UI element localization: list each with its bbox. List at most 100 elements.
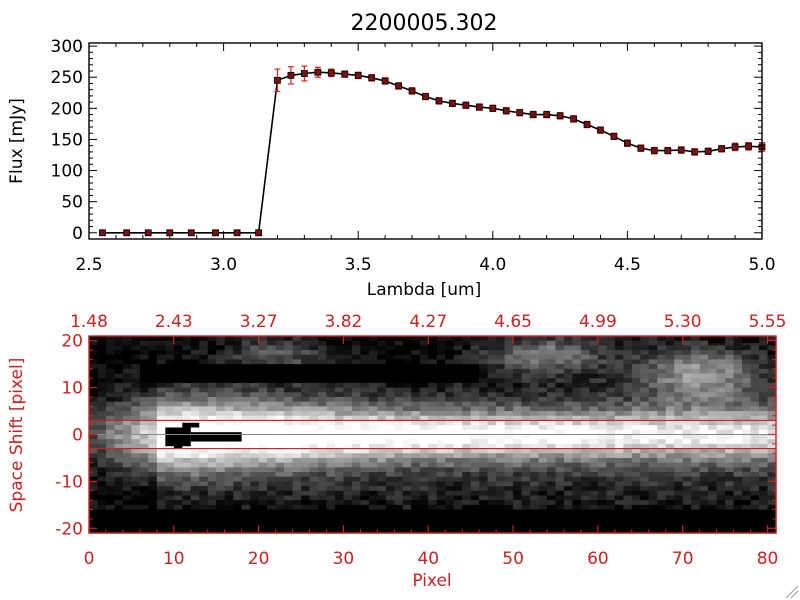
image-pixel	[334, 364, 345, 370]
image-pixel	[419, 350, 429, 356]
image-pixel	[742, 429, 752, 436]
image-pixel	[292, 350, 302, 356]
image-pixel	[547, 481, 557, 487]
image-pixel	[182, 457, 192, 464]
image-pixel	[360, 401, 370, 407]
image-pixel	[419, 481, 429, 487]
image-pixel	[122, 429, 133, 436]
image-pixel	[691, 481, 701, 487]
image-pixel	[385, 486, 395, 492]
image-pixel	[623, 392, 633, 398]
image-pixel	[589, 528, 599, 534]
image-pixel	[250, 472, 260, 478]
y-tick-label: 300	[51, 37, 83, 57]
image-pixel	[377, 434, 387, 440]
image-pixel	[547, 490, 557, 497]
image-pixel	[301, 350, 311, 356]
image-pixel	[148, 518, 158, 525]
image-pixel	[750, 476, 760, 482]
image-pixel	[173, 406, 183, 412]
image-pixel	[487, 396, 497, 403]
image-pixel	[139, 378, 149, 384]
image-pixel	[759, 500, 769, 506]
image-pixel	[725, 443, 735, 450]
image-pixel	[250, 467, 260, 473]
image-pixel	[258, 401, 268, 407]
image-pixel	[190, 518, 200, 525]
image-pixel	[97, 336, 107, 342]
image-pixel	[606, 504, 616, 511]
image-pixel	[292, 457, 302, 464]
image-pixel	[563, 392, 574, 398]
image-pixel	[631, 457, 641, 464]
image-pixel	[708, 364, 718, 370]
image-pixel	[470, 439, 480, 445]
image-pixel	[368, 387, 378, 393]
image-pixel	[759, 495, 769, 501]
image-pixel	[496, 411, 506, 417]
image-pixel	[487, 368, 497, 375]
image-pixel	[139, 481, 149, 487]
image-pixel	[385, 354, 395, 361]
image-pixel	[453, 453, 463, 459]
image-pixel	[699, 401, 709, 407]
image-pixel	[462, 457, 472, 464]
data-point	[664, 147, 672, 155]
image-pixel	[640, 518, 650, 525]
resize-grip-icon[interactable]	[785, 585, 799, 599]
image-pixel	[368, 340, 378, 346]
image-pixel	[284, 373, 294, 379]
image-pixel	[334, 429, 345, 436]
image-pixel	[716, 486, 726, 492]
image-pixel	[89, 453, 99, 459]
image-pixel	[326, 476, 336, 482]
image-pixel	[419, 364, 429, 370]
image-pixel	[89, 434, 99, 440]
image-pixel	[114, 462, 124, 468]
image-pixel	[470, 359, 480, 365]
image-pixel	[699, 453, 709, 459]
image-pixel	[250, 504, 260, 511]
image-pixel	[326, 345, 336, 351]
image-pixel	[148, 481, 158, 487]
image-pixel	[563, 406, 574, 412]
image-pixel	[589, 495, 599, 501]
image-pixel	[377, 439, 387, 445]
image-pixel	[648, 350, 658, 356]
image-pixel	[267, 378, 277, 384]
image-pixel	[453, 340, 463, 346]
image-pixel	[742, 382, 752, 389]
image-pixel	[640, 382, 650, 389]
image-pixel	[589, 448, 599, 454]
image-pixel	[165, 406, 175, 412]
image-pixel	[538, 439, 548, 445]
image-pixel	[216, 528, 226, 534]
image-pixel	[725, 476, 735, 482]
image-pixel	[233, 406, 243, 412]
image-pixel	[241, 486, 251, 492]
image-pixel	[733, 528, 743, 534]
image-pixel	[368, 495, 378, 501]
image-pixel	[419, 415, 429, 422]
image-pixel	[623, 448, 633, 454]
image-pixel	[326, 434, 336, 440]
image-pixel	[648, 481, 658, 487]
image-pixel	[470, 420, 480, 426]
image-pixel	[496, 486, 506, 492]
image-pixel	[301, 373, 311, 379]
image-pixel	[173, 354, 183, 361]
image-pixel	[419, 514, 429, 520]
image-pixel	[436, 453, 446, 459]
image-pixel	[139, 392, 149, 398]
image-pixel	[351, 406, 362, 412]
image-pixel	[597, 434, 607, 440]
image-pixel	[699, 406, 709, 412]
image-pixel	[122, 448, 133, 454]
image-pixel	[122, 392, 133, 398]
image-pixel	[97, 429, 107, 436]
image-pixel	[368, 453, 378, 459]
image-pixel	[326, 472, 336, 478]
image-pixel	[555, 378, 565, 384]
image-pixel	[351, 415, 362, 422]
image-pixel	[708, 523, 718, 529]
